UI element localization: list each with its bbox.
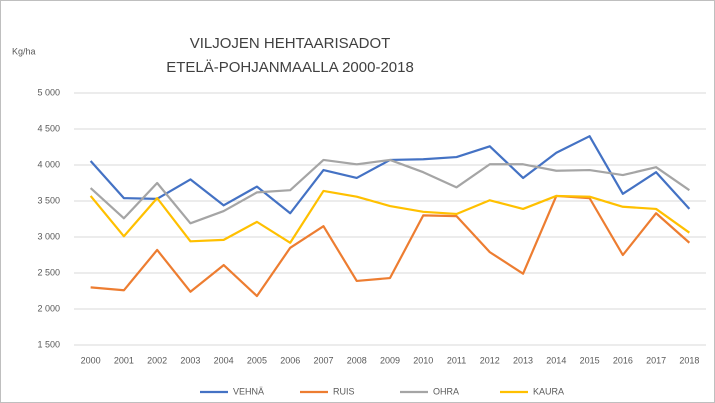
legend-label: KAURA	[533, 386, 564, 396]
y-tick-label: 4 000	[37, 159, 60, 169]
x-tick-label: 2009	[380, 355, 400, 365]
x-tick-label: 2000	[81, 355, 101, 365]
x-tick-label: 2004	[214, 355, 234, 365]
x-tick-label: 2015	[580, 355, 600, 365]
chart-title: VILJOJEN HEHTAARISADOT	[190, 35, 391, 52]
x-tick-label: 2003	[180, 355, 200, 365]
x-tick-label: 2010	[413, 355, 433, 365]
y-tick-label: 1 500	[37, 339, 60, 349]
x-tick-label: 2016	[613, 355, 633, 365]
x-tick-label: 2017	[646, 355, 666, 365]
x-tick-label: 2002	[147, 355, 167, 365]
x-tick-label: 2011	[447, 355, 466, 365]
y-tick-label: 3 000	[37, 231, 60, 241]
y-tick-label: 2 500	[37, 267, 60, 277]
x-tick-label: 2001	[114, 355, 134, 365]
y-tick-label: 5 000	[37, 87, 60, 97]
y-tick-label: 4 500	[37, 123, 60, 133]
y-tick-label: 2 000	[37, 303, 60, 313]
line-series	[90, 194, 691, 298]
chart-subtitle: ETELÄ-POHJANMAALLA 2000-2018	[166, 59, 414, 76]
x-tick-label: 2008	[347, 355, 367, 365]
x-tick-label: 2013	[513, 355, 533, 365]
legend-label: RUIS	[333, 386, 355, 396]
y-tick-label: 3 500	[37, 195, 60, 205]
line-series	[89, 158, 690, 225]
y-axis-label: Kg/ha	[12, 46, 36, 56]
line-series	[89, 189, 691, 244]
x-tick-label: 2012	[480, 355, 500, 365]
x-tick-label: 2006	[280, 355, 300, 365]
x-tick-label: 2014	[546, 355, 566, 365]
x-tick-label: 2007	[313, 355, 333, 365]
x-tick-label: 2018	[679, 355, 699, 365]
legend-label: VEHNÄ	[233, 386, 264, 396]
x-tick-label: 2005	[247, 355, 267, 365]
legend-label: OHRA	[433, 386, 459, 396]
